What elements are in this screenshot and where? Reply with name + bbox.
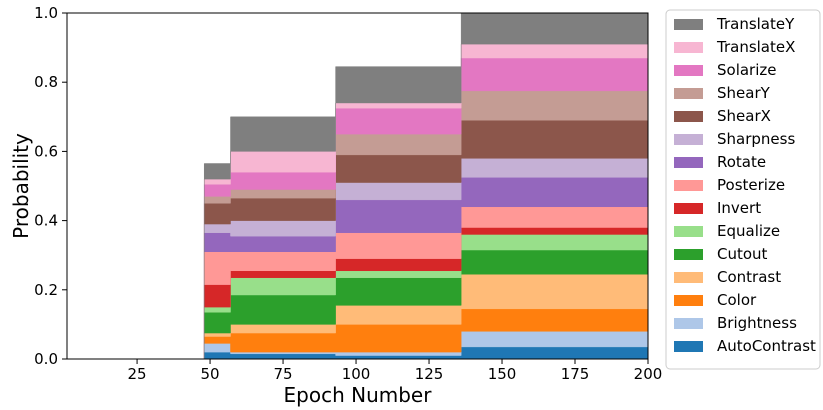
y-tick-label: 0.2 — [34, 281, 58, 299]
x-tick-label: 150 — [488, 365, 517, 383]
legend-swatch-solarize — [674, 65, 703, 76]
legend-swatch-color — [674, 295, 703, 306]
y-tick-label: 0.0 — [34, 350, 58, 368]
legend-label-translatey: TranslateY — [716, 15, 795, 33]
legend-label-rotate: Rotate — [717, 153, 766, 171]
legend-label-sheary: ShearY — [717, 84, 771, 102]
legend-swatch-invert — [674, 203, 703, 214]
legend-label-solarize: Solarize — [717, 61, 777, 79]
x-axis: 25 50 75 100 125 150 175 200 — [128, 359, 663, 383]
legend-label-shearx: ShearX — [717, 107, 771, 125]
legend-swatch-autocontrast — [674, 341, 703, 352]
y-axis: 0.0 0.2 0.4 0.6 0.8 1.0 — [34, 4, 67, 368]
legend-label-brightness: Brightness — [717, 314, 797, 332]
y-tick-label: 0.6 — [34, 142, 58, 160]
area-layers — [67, 12, 649, 360]
x-tick-label: 200 — [634, 365, 663, 383]
y-tick-label: 0.8 — [34, 73, 58, 91]
legend-swatch-sharpness — [674, 134, 703, 145]
legend-label-invert: Invert — [717, 199, 761, 217]
x-tick-label: 175 — [561, 365, 590, 383]
legend-swatch-rotate — [674, 157, 703, 168]
legend: TranslateY TranslateX Solarize ShearY ShearX… — [665, 9, 821, 370]
legend-swatch-translatex — [674, 42, 703, 53]
x-tick-label: 100 — [342, 365, 371, 383]
legend-swatch-cutout — [674, 249, 703, 260]
legend-label-posterize: Posterize — [717, 176, 785, 194]
x-tick-label: 75 — [274, 365, 293, 383]
y-axis-title: Probability — [9, 133, 33, 239]
x-tick-label: 125 — [415, 365, 444, 383]
legend-swatch-brightness — [674, 318, 703, 329]
legend-swatch-sheary — [674, 88, 703, 99]
x-tick-label: 50 — [201, 365, 220, 383]
y-tick-label: 0.4 — [34, 212, 58, 230]
x-axis-title: Epoch Number — [284, 383, 433, 407]
legend-label-cutout: Cutout — [717, 245, 768, 263]
legend-label-sharpness: Sharpness — [717, 130, 795, 148]
legend-label-autocontrast: AutoContrast — [717, 337, 816, 355]
legend-label-equalize: Equalize — [717, 222, 780, 240]
legend-label-color: Color — [717, 291, 757, 309]
plot-frame — [66, 12, 649, 360]
x-tick-label: 25 — [128, 365, 147, 383]
legend-swatch-contrast — [674, 272, 703, 283]
legend-swatch-equalize — [674, 226, 703, 237]
y-tick-label: 1.0 — [34, 4, 58, 22]
legend-swatch-shearx — [674, 111, 703, 122]
legend-swatch-translatey — [674, 19, 703, 30]
legend-label-contrast: Contrast — [717, 268, 781, 286]
legend-swatch-posterize — [674, 180, 703, 191]
legend-frame — [665, 9, 821, 370]
legend-label-translatex: TranslateX — [716, 38, 795, 56]
